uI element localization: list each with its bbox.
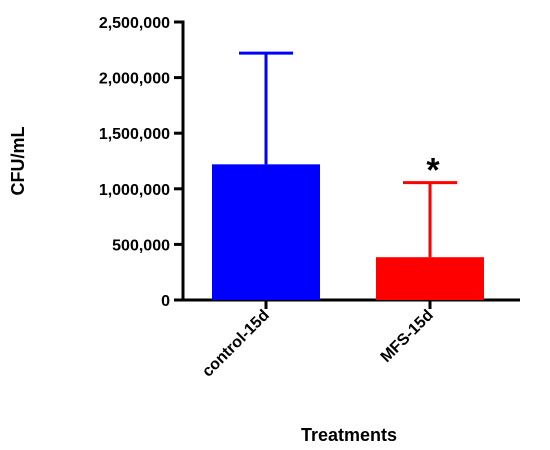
x-tick-label: control-15d — [199, 307, 273, 381]
significance-marker: * — [426, 152, 440, 190]
bars: * — [212, 51, 484, 300]
y-axis: 0 500,000 1,000,000 1,500,000 2,000,000 2,500… — [99, 15, 185, 310]
bar-MFS-15d — [376, 257, 484, 300]
bar-control-15d — [212, 164, 320, 300]
y-tick-label: 1,000,000 — [99, 182, 170, 199]
y-tick-label: 2,000,000 — [99, 71, 170, 88]
x-axis-title: Treatments — [301, 425, 397, 445]
x-axis: control-15d MFS-15d — [181, 298, 520, 381]
y-axis-title: CFU/mL — [8, 127, 28, 196]
x-tick-label: MFS-15d — [378, 307, 437, 366]
y-tick-label: 1,500,000 — [99, 126, 170, 143]
y-tick-label: 0 — [161, 293, 170, 310]
y-tick-label: 2,500,000 — [99, 15, 170, 32]
y-tick-label: 500,000 — [112, 237, 170, 254]
